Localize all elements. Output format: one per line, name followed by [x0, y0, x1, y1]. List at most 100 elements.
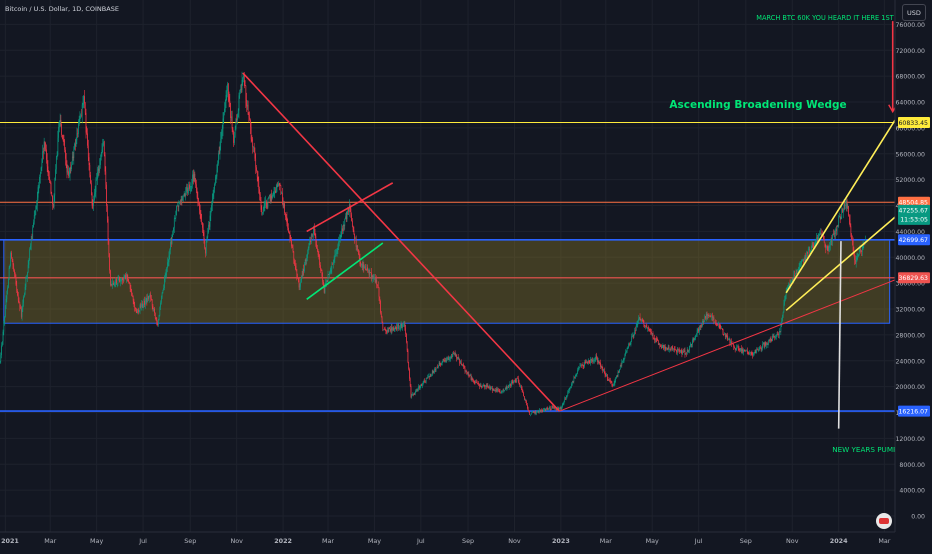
- candle-body: [159, 307, 160, 316]
- candle-body: [631, 341, 632, 344]
- candle-body: [34, 215, 35, 222]
- candle-body: [354, 230, 355, 233]
- candle-body: [527, 405, 528, 408]
- candle-body: [236, 119, 237, 129]
- candle-body: [269, 195, 270, 196]
- candle-body: [359, 254, 360, 257]
- candle-body: [376, 280, 377, 285]
- candle-body: [432, 371, 433, 376]
- candle-body: [121, 281, 122, 282]
- candle-body: [135, 308, 136, 310]
- candle-body: [198, 198, 199, 202]
- candle-body: [462, 364, 463, 365]
- candle-body: [812, 243, 813, 247]
- candle-body: [676, 350, 677, 352]
- candle-body: [381, 313, 382, 317]
- candle-body: [860, 249, 861, 252]
- candle-body: [612, 385, 613, 386]
- candle-body: [227, 84, 228, 91]
- candle-body: [210, 216, 211, 227]
- candle-body: [51, 183, 52, 193]
- candle-body: [393, 327, 394, 330]
- candle-body: [701, 325, 702, 327]
- candle-body: [37, 198, 38, 206]
- candle-body: [649, 329, 650, 330]
- candle-body: [567, 392, 568, 396]
- candle-body: [589, 363, 590, 364]
- candle-body: [760, 347, 761, 348]
- candle-body: [719, 324, 720, 325]
- candle-body: [253, 147, 254, 148]
- candle-body: [809, 249, 810, 252]
- candle-body: [838, 225, 839, 226]
- candle-body: [280, 184, 281, 186]
- candle-body: [406, 334, 407, 342]
- candle-body: [382, 317, 383, 322]
- x-tick-label: Nov: [786, 537, 799, 545]
- candle-body: [538, 411, 539, 412]
- candle-body: [777, 334, 778, 335]
- candle-body: [210, 211, 211, 216]
- candle-body: [152, 300, 153, 306]
- candle-body: [387, 330, 388, 333]
- candle-body: [24, 294, 25, 297]
- candle-body: [277, 185, 278, 186]
- candle-body: [53, 204, 54, 207]
- candle-body: [682, 351, 683, 354]
- x-tick-label: 2024: [830, 537, 848, 545]
- candle-body: [554, 407, 555, 408]
- candle-body: [395, 327, 396, 330]
- candle-body: [275, 191, 276, 193]
- candle-body: [296, 266, 297, 269]
- candle-body: [524, 396, 525, 399]
- currency-button[interactable]: USD: [902, 4, 926, 21]
- candle-body: [352, 221, 353, 226]
- candle-body: [427, 377, 428, 378]
- candle-body: [212, 197, 213, 205]
- candle-body: [510, 384, 511, 385]
- candle-body: [595, 360, 596, 361]
- candle-body: [573, 378, 574, 382]
- candle-body: [270, 195, 271, 201]
- candle-body: [395, 327, 396, 328]
- candle-body: [118, 278, 119, 279]
- candle-body: [755, 350, 756, 353]
- candle-body: [386, 331, 387, 333]
- candle-body: [315, 236, 316, 244]
- candle-body: [50, 181, 51, 183]
- candle-body: [44, 142, 45, 153]
- candle-body: [525, 400, 526, 401]
- candle-body: [257, 171, 258, 177]
- candle-body: [380, 301, 381, 313]
- candle-body: [105, 171, 106, 184]
- candle-body: [807, 252, 808, 254]
- candle-body: [158, 320, 159, 325]
- annotation-label: NEW YEARS PUMP J: [832, 445, 902, 454]
- candle-body: [306, 260, 307, 261]
- candle-body: [651, 332, 652, 334]
- candle-body: [761, 348, 762, 349]
- candle-body: [201, 213, 202, 219]
- candle-body: [495, 390, 496, 391]
- candle-body: [309, 241, 310, 244]
- candle-body: [417, 390, 418, 391]
- candle-body: [284, 203, 285, 206]
- candle-body: [547, 408, 548, 409]
- candle-body: [328, 274, 329, 275]
- candle-body: [812, 243, 813, 244]
- candle-body: [106, 185, 107, 206]
- candle-body: [428, 376, 429, 377]
- candle-body: [780, 327, 781, 332]
- candle-body: [490, 386, 491, 388]
- candle-body: [768, 340, 769, 344]
- candle-body: [470, 375, 471, 376]
- candle-body: [606, 375, 607, 377]
- candle-body: [223, 112, 224, 118]
- candle-body: [803, 260, 804, 261]
- candle-body: [782, 317, 783, 322]
- candle-body: [114, 285, 115, 286]
- candle-body: [401, 324, 402, 328]
- y-tick-label: 56000.00: [895, 151, 925, 158]
- candle-body: [319, 255, 320, 256]
